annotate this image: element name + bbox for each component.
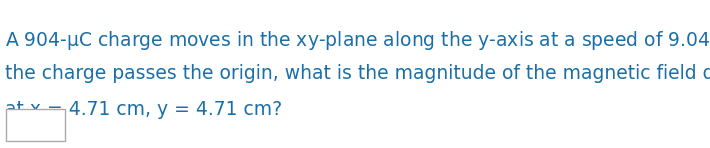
Text: at x = 4.71 cm, y = 4.71 cm?: at x = 4.71 cm, y = 4.71 cm? xyxy=(5,100,282,119)
Text: A 904-μC charge moves in the xy-plane along the y-axis at a speed of 9.04 × 10$^: A 904-μC charge moves in the xy-plane al… xyxy=(5,28,710,53)
Text: the charge passes the origin, what is the magnitude of the magnetic field due to: the charge passes the origin, what is th… xyxy=(5,64,710,83)
FancyBboxPatch shape xyxy=(6,109,65,141)
